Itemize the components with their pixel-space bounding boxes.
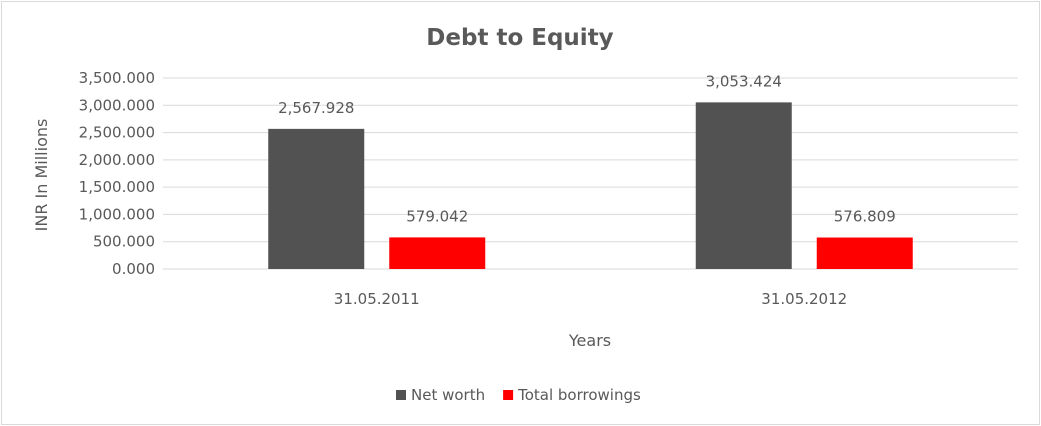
bar-total-borrowings bbox=[816, 237, 913, 269]
data-label: 3,053.424 bbox=[706, 72, 782, 90]
y-tick-label: 2,000.000 bbox=[79, 151, 155, 169]
y-tick-label: 2,500.000 bbox=[79, 124, 155, 142]
legend-swatch bbox=[396, 390, 406, 400]
data-label: 576.809 bbox=[834, 208, 896, 226]
y-axis-label: INR In Millions bbox=[32, 119, 51, 232]
chart-title: Debt to Equity bbox=[426, 25, 613, 51]
x-tick-label: 31.05.2012 bbox=[761, 290, 847, 308]
data-label: 2,567.928 bbox=[278, 99, 354, 117]
data-label: 579.042 bbox=[406, 207, 468, 225]
bar-total-borrowings bbox=[389, 237, 486, 269]
legend-label: Net worth bbox=[411, 386, 485, 404]
x-tick-label: 31.05.2011 bbox=[334, 290, 420, 308]
x-axis-label: Years bbox=[568, 331, 611, 350]
y-tick-label: 1,000.000 bbox=[79, 205, 155, 223]
y-tick-label: 1,500.000 bbox=[79, 178, 155, 196]
y-tick-label: 3,500.000 bbox=[79, 69, 155, 87]
y-tick-label: 3,000.000 bbox=[79, 96, 155, 114]
legend-swatch bbox=[503, 390, 514, 400]
legend-label: Total borrowings bbox=[517, 386, 641, 404]
y-tick-label: 500.000 bbox=[93, 233, 155, 251]
bar-net-worth bbox=[268, 128, 365, 269]
bar-net-worth bbox=[695, 102, 792, 269]
y-tick-label: 0.000 bbox=[112, 260, 155, 278]
